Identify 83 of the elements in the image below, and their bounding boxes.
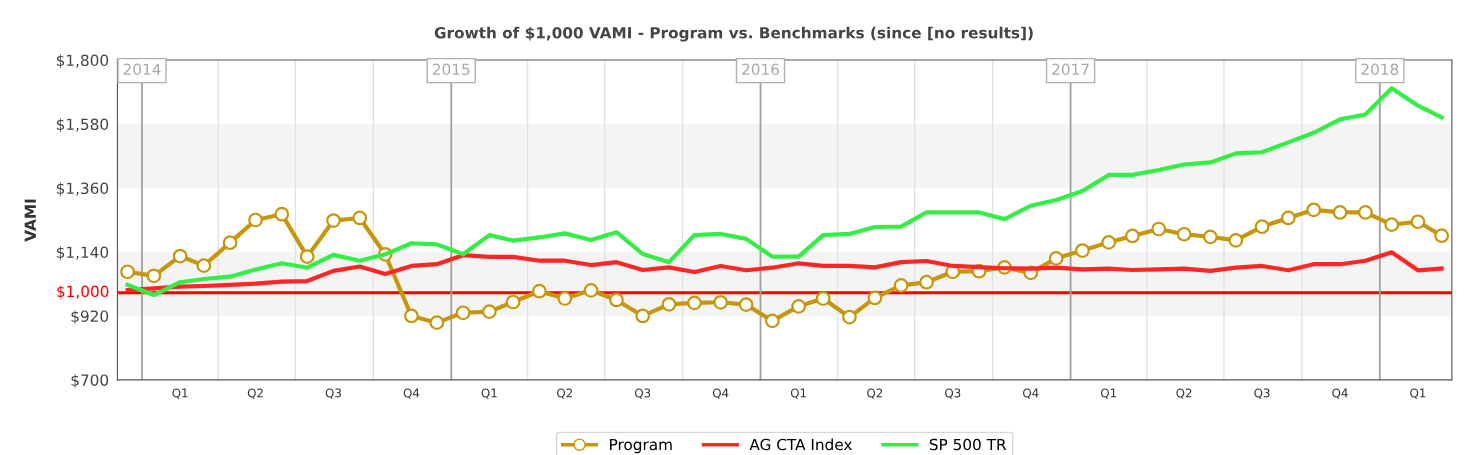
x-tick-label: Q2 bbox=[867, 388, 883, 399]
point bbox=[196, 258, 212, 274]
y-tick-label: $700 bbox=[71, 374, 109, 388]
x-tick-label: Q4 bbox=[1332, 388, 1348, 399]
point bbox=[791, 299, 806, 314]
x-tick-label: Q3 bbox=[945, 388, 961, 399]
point bbox=[1075, 243, 1090, 258]
y-tick-label: $920 bbox=[71, 310, 109, 324]
ref-line-label: 2016 bbox=[742, 63, 779, 76]
point bbox=[222, 235, 238, 251]
point bbox=[404, 308, 419, 324]
x-tick-label: Q3 bbox=[634, 388, 651, 399]
point bbox=[1203, 229, 1218, 245]
point bbox=[713, 294, 729, 310]
point bbox=[1176, 226, 1192, 242]
point bbox=[505, 294, 521, 310]
point bbox=[146, 268, 162, 284]
legend-label: SP 500 TR bbox=[929, 438, 1007, 451]
y-tick-label: $1,580 bbox=[56, 118, 109, 133]
point bbox=[248, 212, 263, 228]
x-tick-label: Q3 bbox=[1254, 388, 1270, 399]
x-tick-label: Q1 bbox=[790, 388, 806, 399]
point bbox=[1410, 214, 1426, 230]
point bbox=[919, 274, 934, 290]
ref-line-label: $1,000 bbox=[57, 285, 109, 300]
point bbox=[687, 295, 702, 311]
x-tick-label: Q4 bbox=[712, 388, 729, 399]
point bbox=[1384, 217, 1400, 232]
x-tick-label: Q4 bbox=[403, 388, 420, 399]
point bbox=[1125, 228, 1140, 244]
point bbox=[661, 296, 677, 312]
point bbox=[765, 313, 780, 329]
point bbox=[326, 213, 341, 228]
point bbox=[1151, 221, 1167, 237]
point bbox=[1332, 205, 1348, 220]
ref-line-label: 2017 bbox=[1052, 63, 1089, 76]
y-tick-label: $1,140 bbox=[56, 246, 109, 261]
point bbox=[1358, 205, 1373, 220]
x-tick-label: Q3 bbox=[325, 388, 341, 399]
x-tick-label: Q1 bbox=[1410, 388, 1426, 399]
point bbox=[274, 206, 290, 222]
point bbox=[1048, 251, 1064, 266]
y-axis-title: VAMI bbox=[24, 199, 36, 242]
ref-line-label: 2015 bbox=[432, 63, 470, 76]
x-tick-label: Q2 bbox=[1176, 388, 1192, 399]
point bbox=[532, 283, 547, 299]
y-tick-label: $1,800 bbox=[56, 54, 109, 69]
y-tick-label: $1,360 bbox=[56, 182, 109, 197]
point bbox=[1254, 219, 1270, 235]
point bbox=[299, 249, 315, 264]
x-tick-label: Q2 bbox=[247, 388, 263, 399]
point bbox=[482, 304, 497, 319]
ref-line-label: 2014 bbox=[123, 63, 161, 76]
x-tick-label: Q1 bbox=[172, 388, 188, 399]
legend-label: AG CTA Index bbox=[749, 438, 852, 451]
point bbox=[1306, 202, 1322, 218]
point bbox=[429, 315, 445, 330]
point bbox=[842, 309, 857, 325]
x-tick-label: Q4 bbox=[1023, 388, 1039, 399]
point bbox=[120, 264, 135, 280]
point bbox=[583, 283, 599, 298]
x-tick-label: Q2 bbox=[557, 388, 572, 399]
point bbox=[1228, 232, 1244, 248]
point bbox=[738, 297, 754, 312]
point bbox=[172, 248, 188, 264]
line-series bbox=[125, 86, 1444, 298]
point bbox=[1434, 228, 1450, 244]
point bbox=[352, 210, 368, 226]
point bbox=[1101, 235, 1117, 250]
point bbox=[893, 278, 909, 293]
x-tick-label: Q1 bbox=[481, 388, 497, 399]
line-series bbox=[125, 250, 1444, 293]
ref-line-label: 2018 bbox=[1361, 63, 1399, 76]
point bbox=[867, 290, 883, 306]
legend-label: Program bbox=[610, 438, 672, 454]
point bbox=[815, 291, 831, 306]
point bbox=[557, 291, 573, 306]
point bbox=[635, 308, 651, 324]
chart-title: Growth of $1,000 VAMI - Program vs. Benchmarks (since [no results]) bbox=[434, 26, 1033, 42]
x-tick-label: Q1 bbox=[1100, 388, 1117, 399]
point bbox=[1280, 210, 1296, 226]
point bbox=[609, 292, 624, 308]
point bbox=[455, 305, 471, 321]
